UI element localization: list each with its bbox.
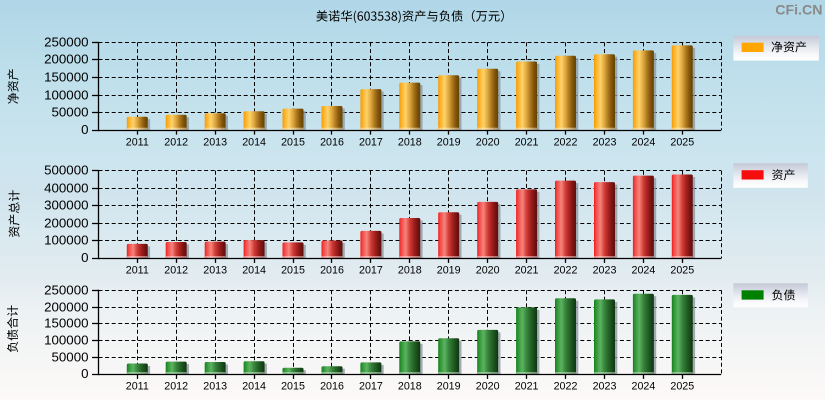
svg-text:2025: 2025 bbox=[670, 265, 694, 277]
svg-text:2013: 2013 bbox=[203, 381, 227, 393]
svg-text:0: 0 bbox=[81, 122, 88, 137]
svg-text:100000: 100000 bbox=[44, 332, 88, 347]
svg-text:2015: 2015 bbox=[281, 381, 305, 393]
svg-text:2023: 2023 bbox=[593, 136, 617, 148]
svg-text:100000: 100000 bbox=[44, 232, 88, 247]
svg-text:2013: 2013 bbox=[203, 265, 227, 277]
svg-text:2011: 2011 bbox=[126, 265, 149, 277]
svg-text:2021: 2021 bbox=[515, 265, 539, 277]
svg-text:300000: 300000 bbox=[44, 197, 88, 212]
svg-text:2020: 2020 bbox=[476, 381, 500, 393]
svg-text:2017: 2017 bbox=[359, 265, 383, 277]
svg-text:50000: 50000 bbox=[52, 349, 89, 364]
svg-text:100000: 100000 bbox=[44, 87, 88, 102]
svg-text:2025: 2025 bbox=[670, 381, 694, 393]
svg-text:2017: 2017 bbox=[359, 381, 383, 393]
svg-text:2012: 2012 bbox=[164, 381, 188, 393]
svg-text:2023: 2023 bbox=[593, 381, 617, 393]
svg-text:2015: 2015 bbox=[281, 265, 305, 277]
svg-text:200000: 200000 bbox=[44, 299, 88, 314]
svg-text:200000: 200000 bbox=[44, 51, 88, 66]
svg-text:250000: 250000 bbox=[44, 282, 88, 297]
svg-text:2016: 2016 bbox=[320, 381, 344, 393]
svg-text:2015: 2015 bbox=[281, 136, 305, 148]
svg-text:2014: 2014 bbox=[242, 265, 266, 277]
svg-text:2011: 2011 bbox=[126, 381, 149, 393]
svg-text:200000: 200000 bbox=[44, 215, 88, 230]
svg-text:CFi.CN: CFi.CN bbox=[775, 3, 822, 19]
svg-text:2020: 2020 bbox=[476, 265, 500, 277]
svg-text:2014: 2014 bbox=[242, 381, 266, 393]
svg-text:2025: 2025 bbox=[670, 136, 694, 148]
svg-text:2022: 2022 bbox=[554, 381, 578, 393]
svg-text:2021: 2021 bbox=[515, 136, 539, 148]
svg-text:150000: 150000 bbox=[44, 69, 88, 84]
svg-text:400000: 400000 bbox=[44, 180, 88, 195]
svg-text:2019: 2019 bbox=[437, 265, 461, 277]
svg-text:2016: 2016 bbox=[320, 265, 344, 277]
svg-text:2021: 2021 bbox=[515, 381, 539, 393]
svg-text:2012: 2012 bbox=[164, 265, 188, 277]
svg-text:2022: 2022 bbox=[554, 265, 578, 277]
svg-text:2012: 2012 bbox=[164, 136, 188, 148]
svg-text:250000: 250000 bbox=[44, 34, 88, 49]
svg-text:150000: 150000 bbox=[44, 315, 88, 330]
svg-text:2019: 2019 bbox=[437, 381, 461, 393]
svg-text:2018: 2018 bbox=[398, 265, 422, 277]
svg-text:2016: 2016 bbox=[320, 136, 344, 148]
svg-text:2017: 2017 bbox=[359, 136, 383, 148]
svg-text:2018: 2018 bbox=[398, 136, 422, 148]
svg-text:2024: 2024 bbox=[632, 136, 656, 148]
svg-text:2023: 2023 bbox=[593, 265, 617, 277]
svg-text:0: 0 bbox=[81, 250, 88, 265]
svg-text:50000: 50000 bbox=[52, 104, 89, 119]
svg-text:2014: 2014 bbox=[242, 136, 266, 148]
svg-text:2020: 2020 bbox=[476, 136, 500, 148]
svg-text:2024: 2024 bbox=[632, 265, 656, 277]
svg-text:2022: 2022 bbox=[554, 136, 578, 148]
svg-text:2018: 2018 bbox=[398, 381, 422, 393]
svg-text:2019: 2019 bbox=[437, 136, 461, 148]
svg-text:2013: 2013 bbox=[203, 136, 227, 148]
svg-text:500000: 500000 bbox=[44, 162, 88, 177]
svg-text:2024: 2024 bbox=[632, 381, 656, 393]
svg-text:2011: 2011 bbox=[126, 136, 149, 148]
svg-text:0: 0 bbox=[81, 366, 88, 381]
